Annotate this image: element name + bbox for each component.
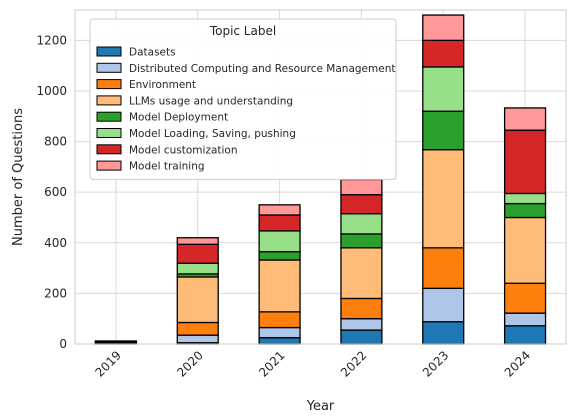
legend-swatch	[96, 95, 122, 106]
legend-entry: Model Deployment	[129, 112, 228, 124]
legend-swatch	[96, 111, 122, 122]
bar-segment	[176, 243, 219, 264]
bar-segment	[176, 321, 219, 336]
bar-segment	[258, 250, 301, 261]
legend-title: Topic Label	[209, 24, 276, 38]
legend-entry: Environment	[129, 79, 196, 91]
legend-entry: Model training	[129, 161, 205, 173]
x-tick-label: 2020	[174, 348, 205, 379]
legend-swatch	[96, 144, 122, 155]
bar-segment	[422, 39, 465, 68]
bar-segment	[422, 287, 465, 323]
y-axis-label: Number of Questions	[11, 108, 26, 246]
bar-segment	[176, 334, 219, 344]
bar-segment	[258, 204, 301, 216]
y-tick-label: 1200	[36, 33, 67, 47]
bar-segment	[258, 311, 301, 329]
bar-segment	[422, 247, 465, 289]
x-axis-label: Year	[306, 399, 335, 414]
y-tick-label: 800	[44, 135, 67, 149]
bar-segment	[340, 297, 383, 320]
legend-box	[89, 18, 397, 180]
bar-segment	[176, 237, 219, 245]
bar-segment	[503, 325, 547, 345]
bar-segment	[503, 129, 547, 195]
legend-entry: Distributed Computing and Resource Manag…	[129, 63, 395, 75]
x-tick-label: 2022	[338, 348, 369, 379]
legend-swatch	[96, 62, 122, 73]
x-tick-label: 2021	[256, 348, 287, 379]
bar-segment	[340, 329, 383, 345]
bar-segment	[258, 326, 301, 339]
bar-segment	[503, 282, 547, 314]
bar-segment	[422, 14, 465, 42]
legend-entry: Datasets	[129, 47, 176, 59]
bar-segment	[258, 214, 301, 232]
y-tick-label: 400	[44, 236, 67, 250]
legend-swatch	[96, 160, 122, 171]
bar-segment	[340, 318, 383, 331]
bar-segment	[503, 312, 547, 327]
bar-segment	[340, 178, 383, 196]
bar-segment	[258, 337, 301, 345]
bar-segment	[340, 194, 383, 215]
x-tick-label: 2023	[420, 348, 451, 379]
legend: Topic Label Datasets Distributed Computing…	[89, 18, 397, 180]
bar-segment	[258, 259, 301, 313]
bar-segment	[422, 149, 465, 249]
y-tick-label: 1000	[36, 84, 67, 98]
y-tick-label: 600	[44, 185, 67, 199]
legend-entry: Model customization	[129, 144, 238, 156]
legend-entry: LLMs usage and understanding	[129, 95, 293, 107]
legend-swatch	[96, 128, 122, 138]
bar-segment	[258, 230, 301, 253]
y-tick-label: 200	[44, 286, 67, 300]
bar-segment	[422, 110, 465, 151]
y-tick-label: 0	[59, 337, 67, 351]
bar-segment	[422, 321, 465, 345]
bar-segment	[503, 107, 547, 131]
bar-segment	[176, 276, 219, 324]
x-tick-label: 2019	[93, 348, 124, 379]
x-tick-label: 2024	[502, 348, 533, 379]
bar-segment	[340, 213, 383, 235]
bar-segment	[422, 66, 465, 112]
legend-swatch	[96, 46, 122, 57]
legend-swatch	[96, 79, 122, 90]
bar-segment	[340, 247, 383, 300]
bar-segment	[503, 202, 547, 219]
plot-frame	[74, 9, 567, 345]
bar-segment	[340, 233, 383, 249]
bar-segment	[503, 192, 547, 205]
bars	[94, 14, 547, 345]
bar-segment	[176, 262, 219, 275]
bar-segment	[503, 216, 547, 284]
legend-entry: Model Loading, Saving, pushing	[129, 128, 296, 140]
